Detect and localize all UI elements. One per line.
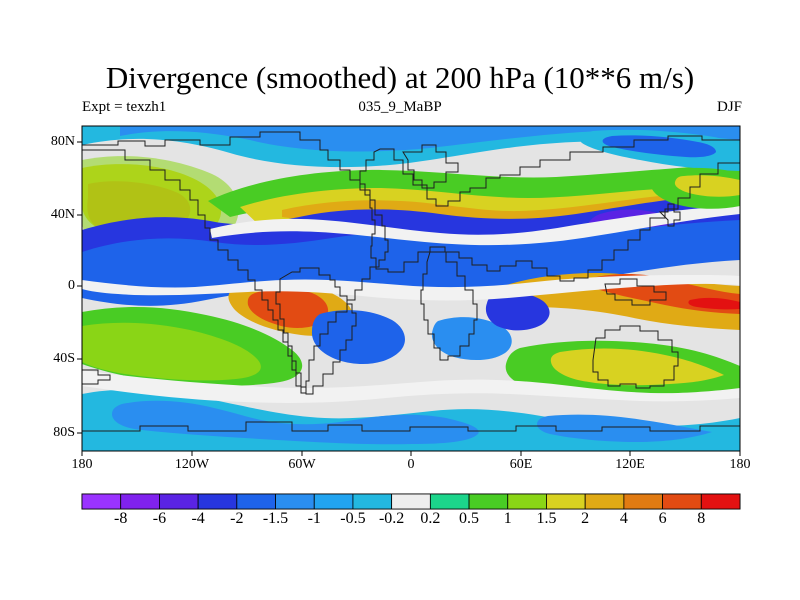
y-tick-label-0: 0	[68, 278, 75, 293]
contour-fills	[82, 126, 740, 451]
indonesia-outline	[604, 278, 667, 306]
colorbar-label: 0.5	[459, 510, 480, 527]
eurasia-outline	[359, 135, 740, 282]
experiment-label: Expt = texzh1	[82, 99, 167, 115]
south-yellow-band	[82, 322, 261, 381]
greenland-outline	[402, 144, 459, 189]
colorbar-swatch	[352, 493, 393, 510]
greenland-left-outline	[82, 369, 111, 385]
y-tick-label-40n: 40N	[50, 207, 75, 222]
x-tick-label-120w: 120W	[174, 457, 210, 472]
east-dark-red	[688, 297, 740, 310]
south-america-outline	[275, 267, 357, 395]
x-tick-label-180-right: 180	[729, 457, 751, 472]
colorbar-label: -1	[307, 510, 321, 527]
white-separator-3	[82, 370, 740, 403]
africa-outline	[420, 251, 478, 361]
colorbar-swatch	[546, 493, 586, 510]
x-tick-label-180-left: 180	[71, 457, 93, 472]
colorbar-label: -1.5	[262, 510, 289, 527]
south-blue-pocket-3	[485, 292, 550, 331]
far-south-blue-east	[537, 414, 712, 442]
south-east-yellow	[550, 348, 724, 386]
land-outlines	[82, 131, 740, 432]
colorbar-swatch	[236, 493, 276, 510]
season-label: DJF	[716, 99, 742, 115]
australia-outline	[592, 325, 679, 389]
antarctica-outline	[82, 421, 740, 432]
colorbar-label: 0.2	[420, 510, 441, 527]
colorbar-swatch	[275, 493, 315, 510]
colorbar-label: 8	[697, 510, 706, 527]
x-tick-label-60e: 60E	[509, 457, 533, 472]
white-separator-1	[210, 205, 740, 246]
y-tick-label-80n: 80N	[50, 134, 75, 149]
y-tick-label-40s: 40S	[53, 351, 75, 366]
right-yellow-lobe	[674, 175, 740, 197]
colorbar-label: -6	[152, 510, 167, 527]
axis-ticks	[77, 141, 741, 456]
colorbar-swatch	[662, 493, 702, 510]
colorbar-swatch	[429, 493, 470, 510]
south-blue-pocket-1	[311, 310, 405, 365]
colorbar-swatch	[468, 493, 509, 510]
central-red-tropics	[247, 288, 329, 328]
north-yellow-arc	[240, 187, 740, 231]
colorbar-label: 4	[619, 510, 628, 527]
colorbar-label: 1.5	[536, 510, 557, 527]
colorbar-label: -2	[230, 510, 244, 527]
colorbar-swatch	[197, 493, 238, 510]
colorbar-swatch	[623, 493, 663, 510]
colorbar-label: -4	[191, 510, 205, 527]
north-america-outline	[82, 131, 389, 394]
colorbar-swatch	[584, 493, 625, 510]
japan-outline	[658, 203, 681, 227]
x-tick-label-60w: 60W	[288, 457, 316, 472]
colorbar-swatch	[120, 493, 160, 510]
colorbar-label: 1	[503, 510, 512, 527]
x-tick-label-120e: 120E	[615, 457, 645, 472]
colorbar-swatch	[700, 493, 741, 510]
colorbar-swatch	[313, 493, 354, 510]
colorbar-swatch	[391, 493, 431, 510]
south-blue-pocket-2	[431, 317, 512, 361]
colorbar-swatch	[507, 493, 547, 510]
y-tick-label-80s: 80S	[53, 425, 75, 440]
map-body	[82, 126, 740, 451]
colorbar-swatch	[81, 493, 122, 510]
colorbar-swatch	[159, 493, 199, 510]
colorbar-label: -0.2	[378, 510, 405, 527]
colorbar-label: 2	[581, 510, 590, 527]
colorbar-label: -0.5	[340, 510, 366, 527]
white-separator-2	[82, 275, 740, 301]
x-tick-label-0: 0	[407, 457, 415, 472]
chart-title: Divergence (smoothed) at 200 hPa (10**6 …	[105, 60, 695, 95]
case-label: 035_9_MaBP	[358, 99, 442, 115]
colorbar	[81, 493, 741, 510]
top-right-midblue	[602, 135, 716, 158]
far-south-blue	[112, 400, 479, 445]
colorbar-label: 6	[658, 510, 667, 527]
colorbar-label: -8	[114, 510, 128, 527]
